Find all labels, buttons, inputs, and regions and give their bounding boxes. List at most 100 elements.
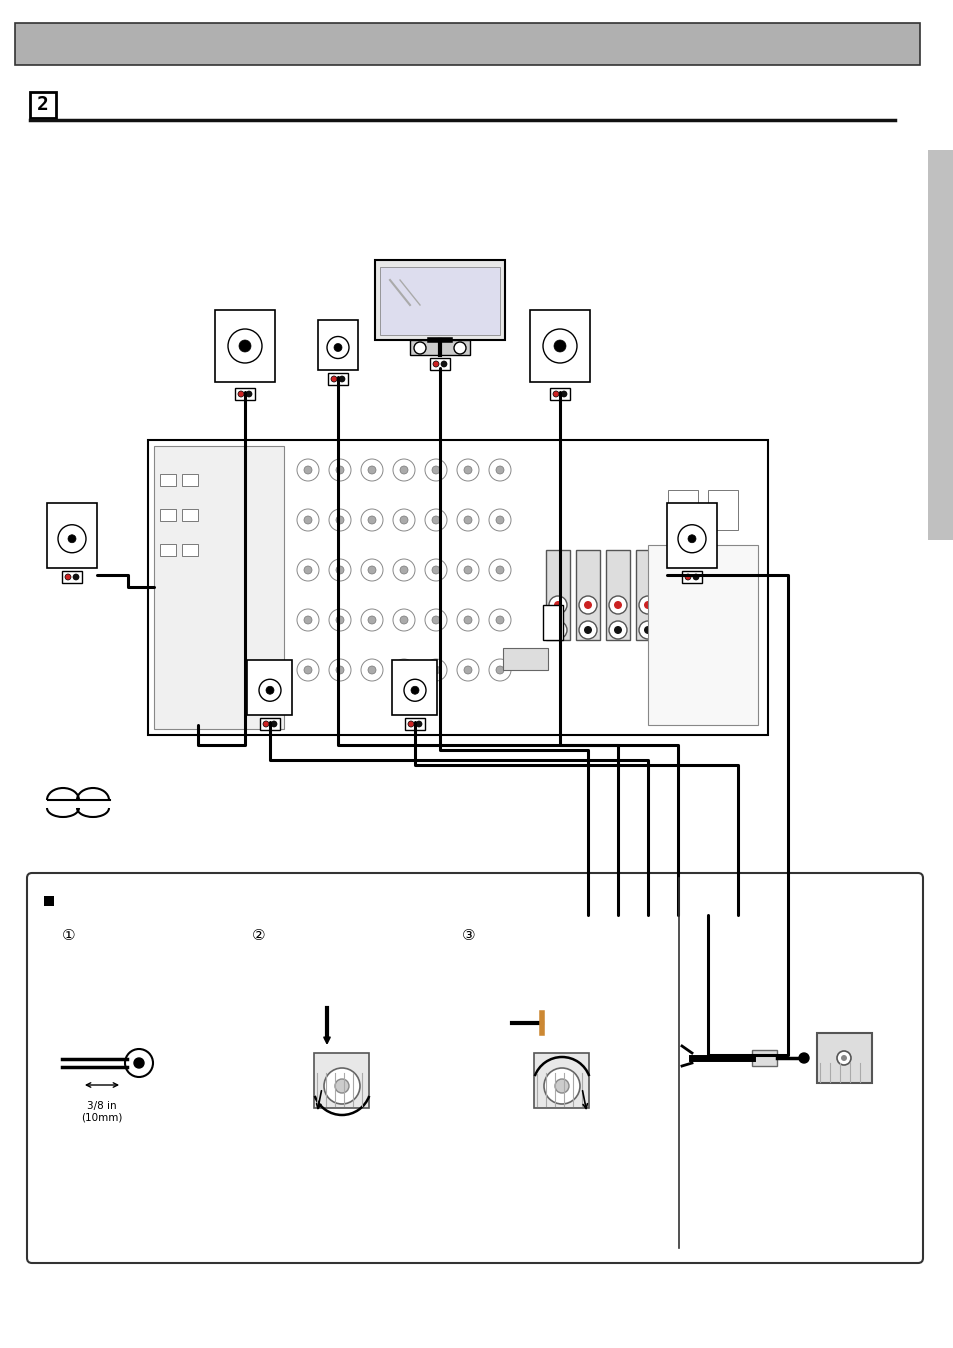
Text: 3/8 in
(10mm): 3/8 in (10mm) (81, 1101, 123, 1123)
Circle shape (393, 609, 415, 631)
Bar (392, 661, 437, 714)
Bar (751, 1050, 776, 1066)
Circle shape (614, 625, 621, 634)
Circle shape (554, 601, 561, 609)
Circle shape (643, 625, 651, 634)
Circle shape (258, 679, 281, 701)
Circle shape (454, 342, 465, 355)
Circle shape (329, 659, 351, 681)
Circle shape (424, 609, 447, 631)
Circle shape (456, 559, 478, 581)
Circle shape (554, 340, 565, 352)
Bar (530, 310, 589, 381)
Circle shape (553, 391, 558, 398)
Circle shape (246, 391, 252, 398)
Circle shape (578, 596, 597, 613)
Circle shape (335, 1078, 349, 1093)
Circle shape (432, 666, 439, 674)
Bar (636, 550, 659, 640)
Circle shape (296, 510, 318, 531)
Circle shape (58, 524, 86, 553)
Circle shape (335, 466, 344, 474)
Bar (667, 491, 698, 530)
Circle shape (841, 1055, 846, 1061)
Circle shape (489, 559, 511, 581)
Circle shape (583, 601, 592, 609)
Bar (647, 545, 758, 725)
Circle shape (271, 721, 276, 727)
Circle shape (399, 666, 408, 674)
Circle shape (668, 621, 686, 639)
Circle shape (68, 535, 76, 543)
Bar (405, 718, 424, 731)
Circle shape (296, 559, 318, 581)
Bar (545, 550, 569, 640)
Circle shape (560, 391, 566, 398)
Circle shape (296, 659, 318, 681)
Circle shape (699, 621, 717, 639)
Circle shape (578, 621, 597, 639)
Bar (317, 319, 357, 369)
Circle shape (489, 510, 511, 531)
Circle shape (608, 596, 626, 613)
Circle shape (331, 376, 336, 381)
Circle shape (368, 616, 375, 624)
FancyBboxPatch shape (27, 874, 923, 1263)
Circle shape (678, 524, 705, 553)
Circle shape (125, 1049, 152, 1077)
Circle shape (542, 329, 577, 363)
Circle shape (583, 625, 592, 634)
Bar (160, 545, 175, 555)
Circle shape (456, 609, 478, 631)
Circle shape (432, 466, 439, 474)
Circle shape (728, 621, 746, 639)
Circle shape (548, 621, 566, 639)
Bar (148, 439, 767, 735)
Circle shape (368, 666, 375, 674)
Circle shape (433, 361, 438, 367)
Circle shape (368, 466, 375, 474)
Bar (182, 510, 198, 520)
Bar (379, 267, 499, 336)
Circle shape (432, 566, 439, 574)
Circle shape (329, 460, 351, 481)
Circle shape (639, 596, 657, 613)
Circle shape (456, 460, 478, 481)
Circle shape (360, 460, 382, 481)
Bar (153, 446, 284, 729)
Circle shape (360, 659, 382, 681)
Circle shape (489, 659, 511, 681)
Circle shape (489, 460, 511, 481)
Circle shape (703, 601, 711, 609)
Circle shape (548, 596, 566, 613)
Bar (576, 550, 599, 640)
Circle shape (329, 510, 351, 531)
Circle shape (393, 460, 415, 481)
Bar (605, 550, 629, 640)
Bar (182, 474, 198, 487)
Circle shape (239, 340, 251, 352)
Bar (666, 503, 717, 568)
Circle shape (399, 566, 408, 574)
Circle shape (496, 616, 503, 624)
Bar (816, 1033, 871, 1082)
Circle shape (393, 510, 415, 531)
Circle shape (393, 559, 415, 581)
Circle shape (296, 460, 318, 481)
Circle shape (266, 686, 274, 694)
Circle shape (338, 376, 345, 381)
Circle shape (456, 659, 478, 681)
Circle shape (304, 666, 312, 674)
Bar (502, 648, 547, 670)
Text: ②: ② (252, 927, 265, 944)
Circle shape (496, 666, 503, 674)
Circle shape (335, 566, 344, 574)
Bar (696, 550, 720, 640)
Circle shape (304, 616, 312, 624)
Circle shape (368, 566, 375, 574)
Bar (665, 550, 689, 640)
Bar (234, 388, 254, 400)
Circle shape (424, 460, 447, 481)
Bar (927, 150, 953, 541)
Circle shape (237, 391, 244, 398)
